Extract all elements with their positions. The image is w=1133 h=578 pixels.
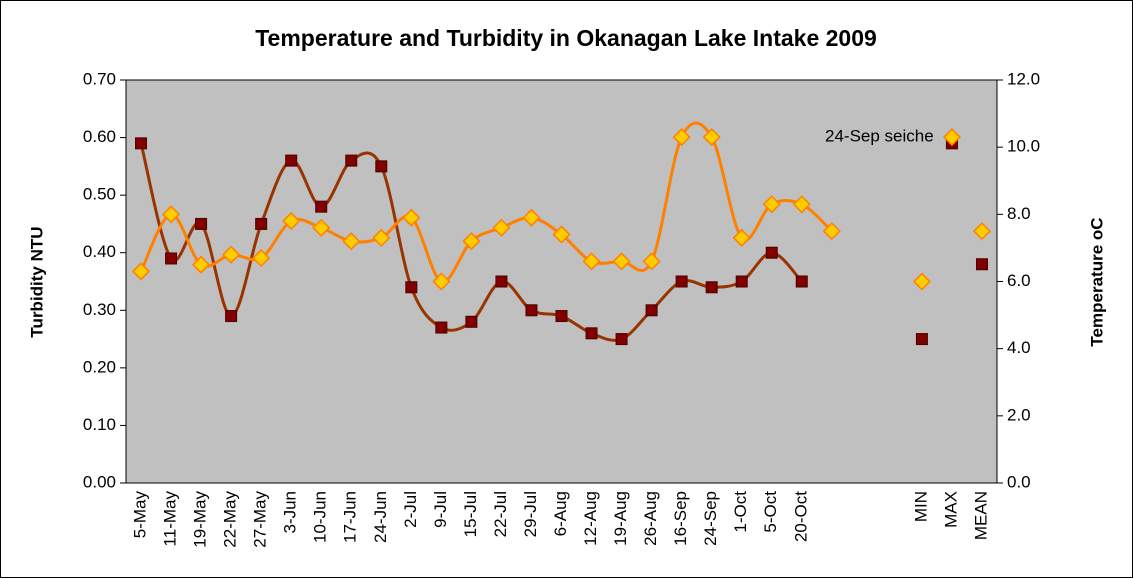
marker-diamond xyxy=(792,195,811,214)
marker-diamond xyxy=(672,128,691,147)
marker-square xyxy=(165,252,178,265)
y2-tick-label: 0.0 xyxy=(1007,472,1031,491)
marker-square xyxy=(345,154,358,167)
x-tick-label: 24-Jun xyxy=(371,491,390,543)
x-tick-label: 15-Jul xyxy=(461,491,480,537)
y-tick-label: 0.70 xyxy=(83,69,116,88)
x-tick-label: 5-May xyxy=(131,491,150,539)
y2-tick-label: 12.0 xyxy=(1007,69,1040,88)
marker-diamond xyxy=(402,208,421,227)
marker-square xyxy=(315,200,328,213)
marker-square xyxy=(285,154,298,167)
x-tick-label: 1-Oct xyxy=(731,491,750,533)
marker-diamond xyxy=(822,222,841,241)
marker-diamond xyxy=(192,255,211,274)
x-tick-label: 6-Aug xyxy=(551,491,570,536)
marker-square xyxy=(585,327,598,340)
marker-diamond xyxy=(762,195,781,214)
x-tick-label: 29-Jul xyxy=(521,491,540,537)
marker-square xyxy=(645,304,658,317)
marker-square xyxy=(765,246,778,259)
marker-diamond xyxy=(552,225,571,244)
y-axis-title: Turbidity NTU xyxy=(27,226,46,337)
marker-square xyxy=(435,321,448,334)
marker-square xyxy=(225,310,238,323)
x-tick-label: 26-Aug xyxy=(641,491,660,546)
marker-square xyxy=(975,258,988,271)
x-tick-label: MIN xyxy=(911,491,930,522)
y2-tick-label: 4.0 xyxy=(1007,338,1031,357)
marker-diamond xyxy=(372,228,391,247)
marker-square xyxy=(705,281,718,294)
y-tick-label: 0.30 xyxy=(83,300,116,319)
marker-square xyxy=(615,333,628,346)
marker-square xyxy=(675,275,688,288)
marker-square xyxy=(465,315,478,328)
marker-diamond xyxy=(612,252,631,271)
x-tick-label: 22-Jul xyxy=(491,491,510,537)
marker-diamond xyxy=(161,205,181,224)
marker-diamond xyxy=(252,248,271,268)
marker-diamond xyxy=(912,272,931,291)
marker-square xyxy=(135,137,148,150)
plot-area xyxy=(125,79,998,484)
x-tick-label: 17-Jun xyxy=(341,491,360,543)
y2-tick-label: 6.0 xyxy=(1007,271,1031,290)
marker-diamond xyxy=(342,232,361,251)
y-tick-label: 0.00 xyxy=(83,472,116,491)
y2-tick-label: 8.0 xyxy=(1007,204,1031,223)
y2-tick-label: 2.0 xyxy=(1007,405,1031,424)
x-tick-label: 11-May xyxy=(161,491,180,547)
x-tick-label: 19-Aug xyxy=(611,491,630,546)
marker-square xyxy=(255,217,268,230)
marker-diamond xyxy=(312,218,331,237)
y2-tick-label: 10.0 xyxy=(1007,137,1040,156)
y-tick-label: 0.40 xyxy=(83,242,116,261)
x-tick-label: 24-Sep xyxy=(701,491,720,546)
chart-title: Temperature and Turbidity in Okanagan La… xyxy=(255,25,877,51)
x-tick-label: 10-Jun xyxy=(311,491,330,543)
marker-diamond xyxy=(492,218,511,237)
marker-square xyxy=(375,160,388,173)
annotation: 24-Sep seiche xyxy=(825,126,934,145)
marker-diamond xyxy=(702,128,721,147)
marker-diamond xyxy=(582,252,601,271)
marker-square xyxy=(405,281,418,294)
x-tick-label: 19-May xyxy=(191,491,210,548)
marker-square xyxy=(915,333,928,346)
x-tick-label: 12-Aug xyxy=(581,491,600,546)
x-tick-label: 27-May xyxy=(251,491,270,548)
marker-diamond xyxy=(522,208,541,227)
x-tick-label: 3-Jun xyxy=(281,491,300,534)
marker-square xyxy=(555,310,568,323)
x-tick-label: 22-May xyxy=(221,491,240,548)
y-tick-label: 0.50 xyxy=(83,185,116,204)
x-tick-label: 9-Jul xyxy=(431,491,450,528)
marker-diamond xyxy=(282,211,301,231)
x-tick-label: 16-Sep xyxy=(671,491,690,546)
marker-diamond xyxy=(642,252,661,271)
marker-diamond xyxy=(222,245,241,264)
marker-square xyxy=(795,275,808,288)
marker-square xyxy=(735,275,748,288)
x-tick-label: MAX xyxy=(941,491,960,528)
marker-diamond xyxy=(732,228,751,247)
marker-square xyxy=(525,304,538,317)
marker-square xyxy=(495,275,508,288)
marker-diamond xyxy=(131,262,151,281)
y-tick-label: 0.60 xyxy=(83,127,116,146)
marker-diamond xyxy=(972,222,992,241)
x-tick-label: 2-Jul xyxy=(401,491,420,528)
y-tick-label: 0.20 xyxy=(83,357,116,376)
marker-diamond xyxy=(942,128,962,147)
y2-axis-title: Temperature oC xyxy=(1087,217,1106,346)
x-tick-label: 20-Oct xyxy=(791,491,810,542)
marker-diamond xyxy=(432,272,451,291)
marker-square xyxy=(195,217,208,230)
y-tick-label: 0.10 xyxy=(83,415,116,434)
x-tick-label: MEAN xyxy=(971,491,990,540)
x-tick-label: 5-Oct xyxy=(761,491,780,533)
marker-diamond xyxy=(462,232,481,251)
